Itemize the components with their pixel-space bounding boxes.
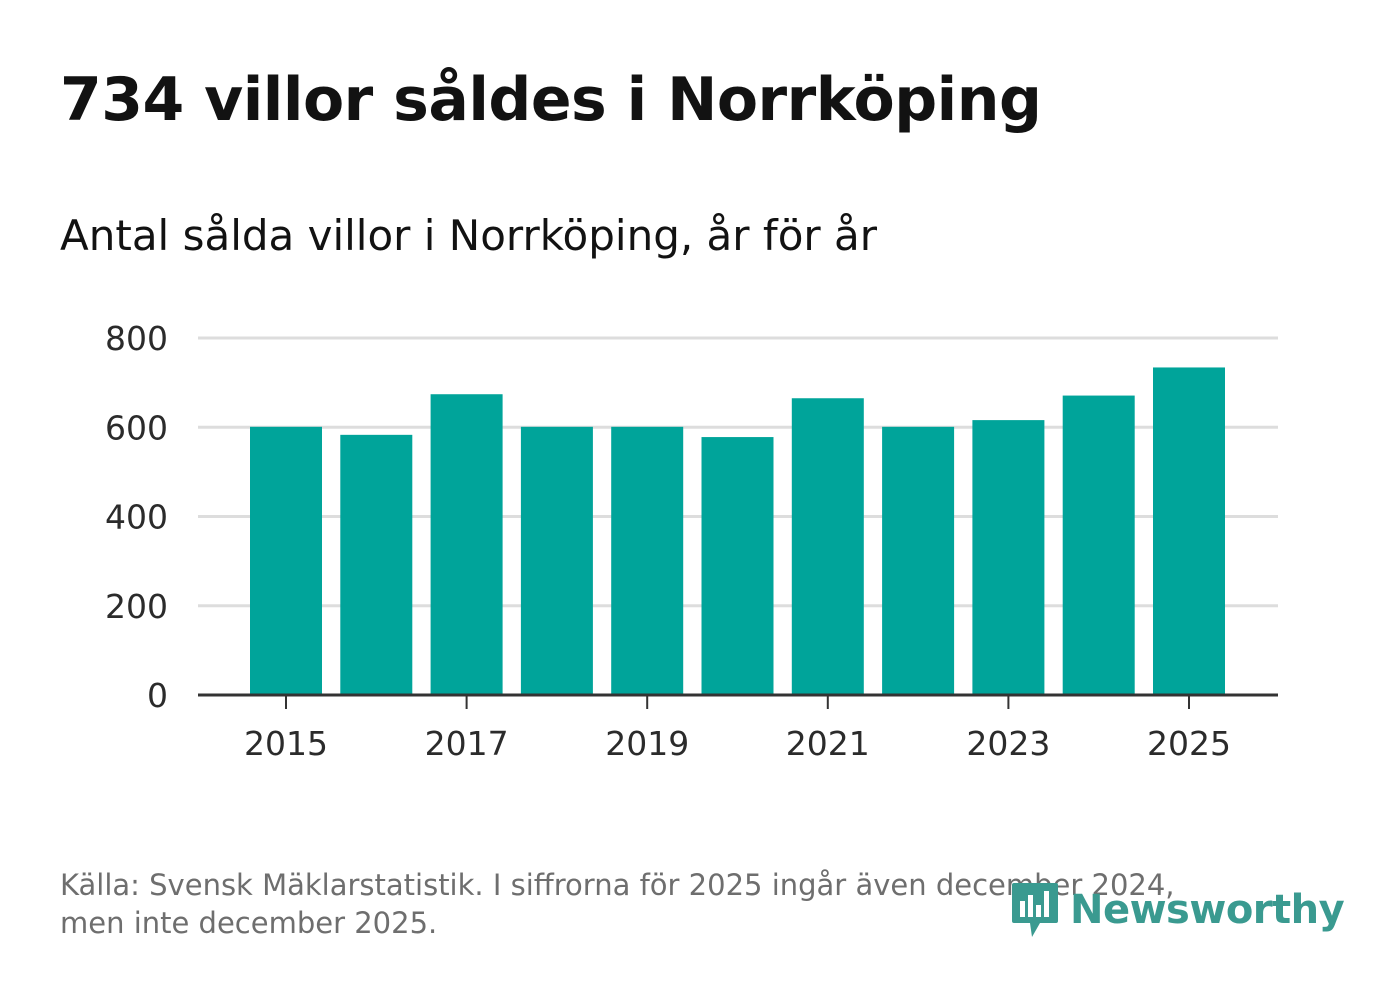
y-tick-label-200: 200 xyxy=(105,587,168,626)
source-line-2: men inte december 2025. xyxy=(60,906,438,940)
x-tick-label-2025: 2025 xyxy=(1147,724,1231,763)
bar-2022 xyxy=(882,426,955,695)
x-tick-label-2023: 2023 xyxy=(966,724,1050,763)
bar-2019 xyxy=(611,426,684,695)
newsworthy-bar-chart-icon xyxy=(1012,883,1058,937)
bar-2024 xyxy=(1062,395,1135,695)
x-tick-label-2019: 2019 xyxy=(605,724,689,763)
bars xyxy=(250,367,1225,695)
bar-2020 xyxy=(701,437,774,695)
bar-chart: 0 200 400 600 800 2015 2017 2019 2021 2023 2025 xyxy=(105,319,1278,763)
axes: 0 200 400 600 800 2015 2017 2019 2021 2023 2025 xyxy=(105,319,1278,763)
bar-2021 xyxy=(791,398,864,695)
y-tick-label-0: 0 xyxy=(147,676,168,715)
bar-2017 xyxy=(430,394,503,695)
x-tick-label-2021: 2021 xyxy=(786,724,870,763)
y-tick-label-400: 400 xyxy=(105,498,168,537)
source-line-1: Källa: Svensk Mäklarstatistik. I siffror… xyxy=(60,868,1175,902)
bar-2025 xyxy=(1153,367,1225,695)
chart-title: 734 villor såldes i Norrköping xyxy=(60,65,1042,135)
x-tick-label-2015: 2015 xyxy=(244,724,328,763)
y-tick-label-800: 800 xyxy=(105,319,168,358)
bar-2016 xyxy=(340,434,413,695)
x-tick-label-2017: 2017 xyxy=(425,724,509,763)
y-tick-label-600: 600 xyxy=(105,408,168,447)
chart-subtitle: Antal sålda villor i Norrköping, år för … xyxy=(60,211,878,260)
source-note: Källa: Svensk Mäklarstatistik. I siffror… xyxy=(60,866,1260,942)
logo-text: Newsworthy xyxy=(1070,887,1345,933)
bar-2023 xyxy=(972,420,1045,695)
bar-2015 xyxy=(250,426,322,695)
newsworthy-logo: Newsworthy xyxy=(1010,880,1345,940)
bar-2018 xyxy=(520,426,593,695)
